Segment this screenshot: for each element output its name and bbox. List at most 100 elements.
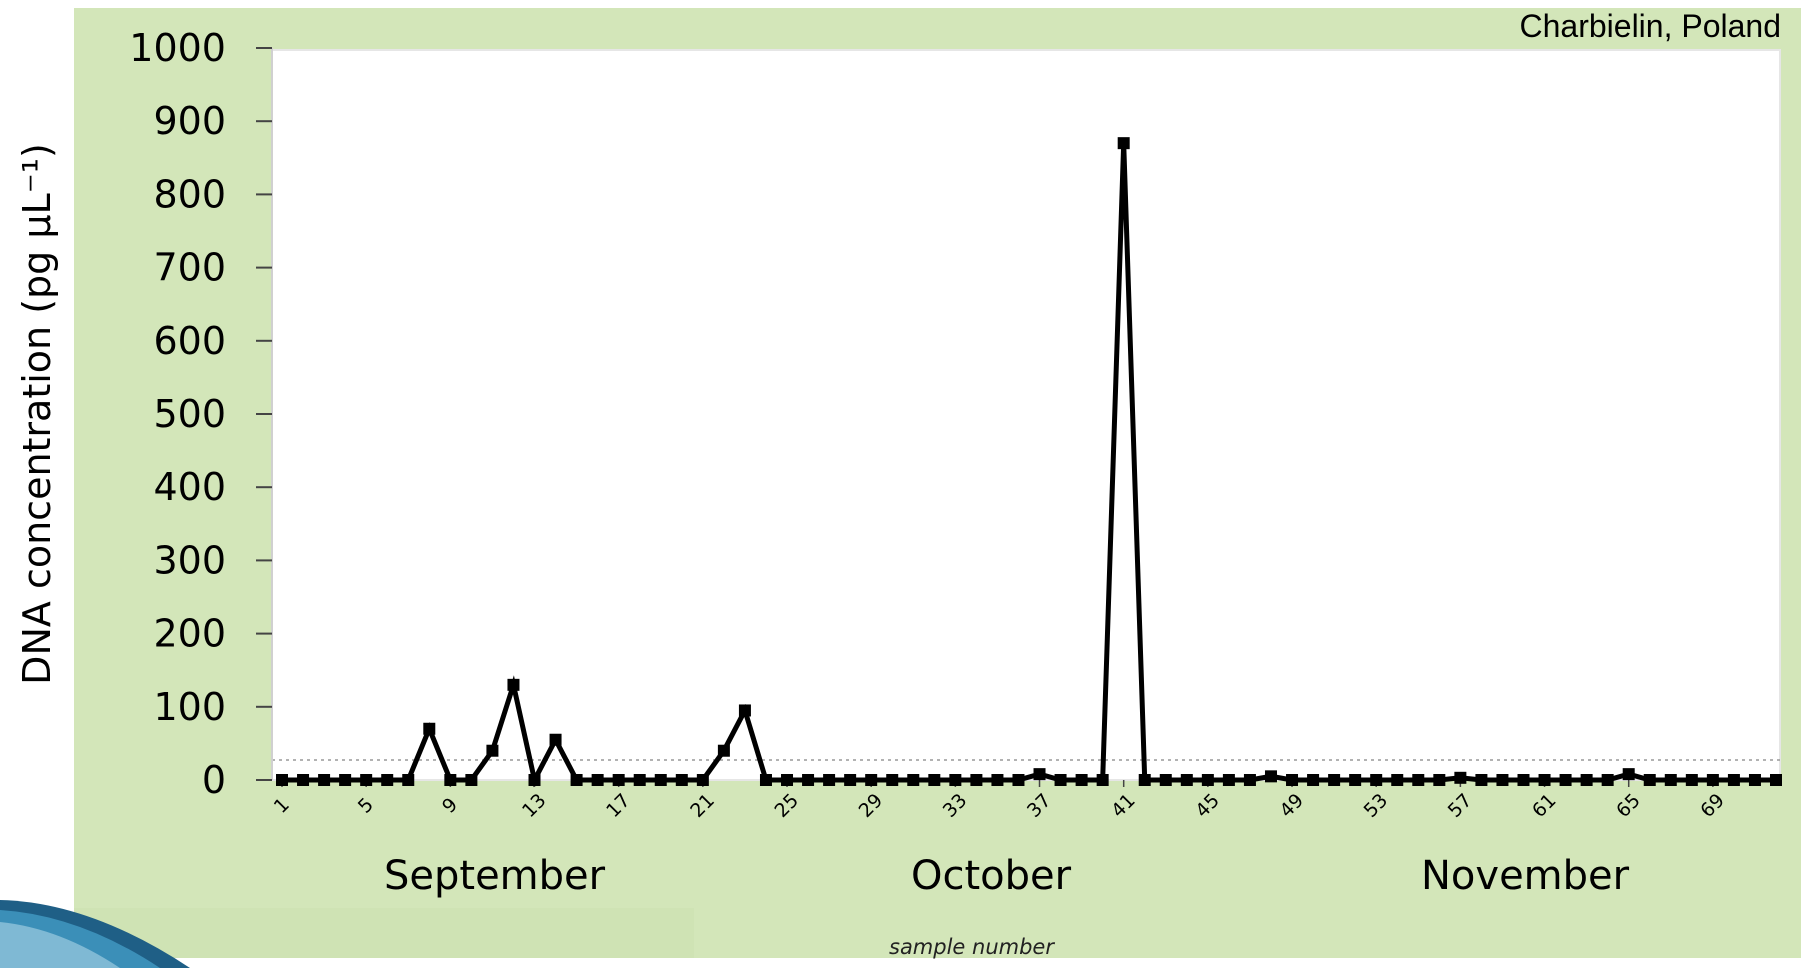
data-point [1748,774,1761,786]
x-tick-label: 41 [1107,789,1140,822]
data-point [1180,774,1193,786]
data-point [1559,774,1572,786]
data-point [339,774,352,786]
data-series [276,137,1782,788]
y-tick-label: 500 [153,392,226,436]
data-point [1601,774,1614,786]
data-point [844,774,857,786]
data-point [1622,768,1635,781]
data-point [1096,774,1109,786]
data-point [612,774,625,786]
x-tick-label: 57 [1444,789,1477,822]
data-point [1433,774,1446,786]
data-point [1264,770,1277,783]
data-point [949,774,962,786]
data-point [1517,774,1530,786]
x-tick-label: 45 [1191,789,1224,822]
data-point [1538,774,1551,786]
month-label-september: September [384,853,606,899]
y-tick-label: 1000 [129,26,226,70]
decorative-swoosh [0,900,190,968]
x-tick-label: 13 [518,789,551,822]
data-point [1685,774,1698,786]
data-point [1138,774,1151,786]
data-point [675,774,688,786]
plot-area [271,49,1781,781]
data-point [1727,774,1740,786]
data-point [633,774,646,786]
data-point [507,678,520,691]
x-axis: 1 5 9 13 17 21 25 29 33 37 41 45 49 53 57 61 65 69 [270,780,1729,822]
y-tick-label: 700 [153,246,226,290]
data-point [1222,774,1235,786]
data-point [1475,774,1488,786]
data-point [865,774,878,786]
data-point [991,774,1004,786]
data-point [318,774,331,786]
y-tick-label: 100 [153,685,226,729]
data-point [1454,771,1467,784]
data-point [360,774,373,786]
data-point [1370,774,1383,786]
month-label-november: November [1421,853,1630,899]
data-point [1643,774,1656,786]
data-point [1286,774,1299,786]
data-point [802,774,815,786]
x-tick-label: 33 [939,789,972,822]
data-point [1664,774,1677,786]
y-axis-label: DNA concentration (pg µL⁻¹) [15,143,59,685]
data-point [654,774,667,786]
data-point [1201,774,1214,786]
y-tick-label: 400 [153,465,226,509]
slide-background-lower [74,908,694,958]
data-point [528,774,541,786]
data-point [717,744,730,757]
data-point [1012,774,1025,786]
x-tick-label: 9 [438,794,462,818]
data-point [1033,768,1046,781]
x-tick-label: 61 [1528,789,1561,822]
month-label-october: October [911,853,1072,899]
data-point [1075,774,1088,786]
data-point [823,774,836,786]
x-tick-label: 25 [770,789,803,822]
data-point [738,704,751,717]
y-tick-label: 600 [153,319,226,363]
data-point [1328,774,1341,786]
y-tick-label: 300 [153,538,226,582]
x-tick-label: 5 [354,794,378,818]
data-point [276,774,288,786]
data-point [1054,774,1067,786]
x-tick-label: 1 [270,794,294,818]
data-point [423,722,436,735]
data-point [486,744,499,757]
x-tick-label: 21 [686,789,719,822]
data-point [1770,774,1782,786]
location-label: Charbielin, Poland [1519,8,1782,44]
x-tick-label: 69 [1696,789,1729,822]
data-point [759,774,772,786]
data-point [1159,774,1172,786]
data-point [886,774,899,786]
data-point [591,774,604,786]
data-point [381,774,394,786]
x-tick-label: 29 [855,789,888,822]
y-tick-label: 800 [153,172,226,216]
data-point [907,774,920,786]
x-tick-label: 37 [1023,789,1056,822]
data-point [1391,774,1404,786]
data-point [1307,774,1320,786]
data-point [781,774,794,786]
y-tick-label: 200 [153,612,226,656]
data-point [1349,774,1362,786]
data-point [1496,774,1509,786]
data-point [402,774,415,786]
data-point [549,733,562,746]
data-point [1412,774,1425,786]
data-point [444,774,457,786]
x-tick-label: 49 [1275,789,1308,822]
data-point [297,774,310,786]
data-point [928,774,941,786]
x-axis-label: sample number [889,935,1054,959]
